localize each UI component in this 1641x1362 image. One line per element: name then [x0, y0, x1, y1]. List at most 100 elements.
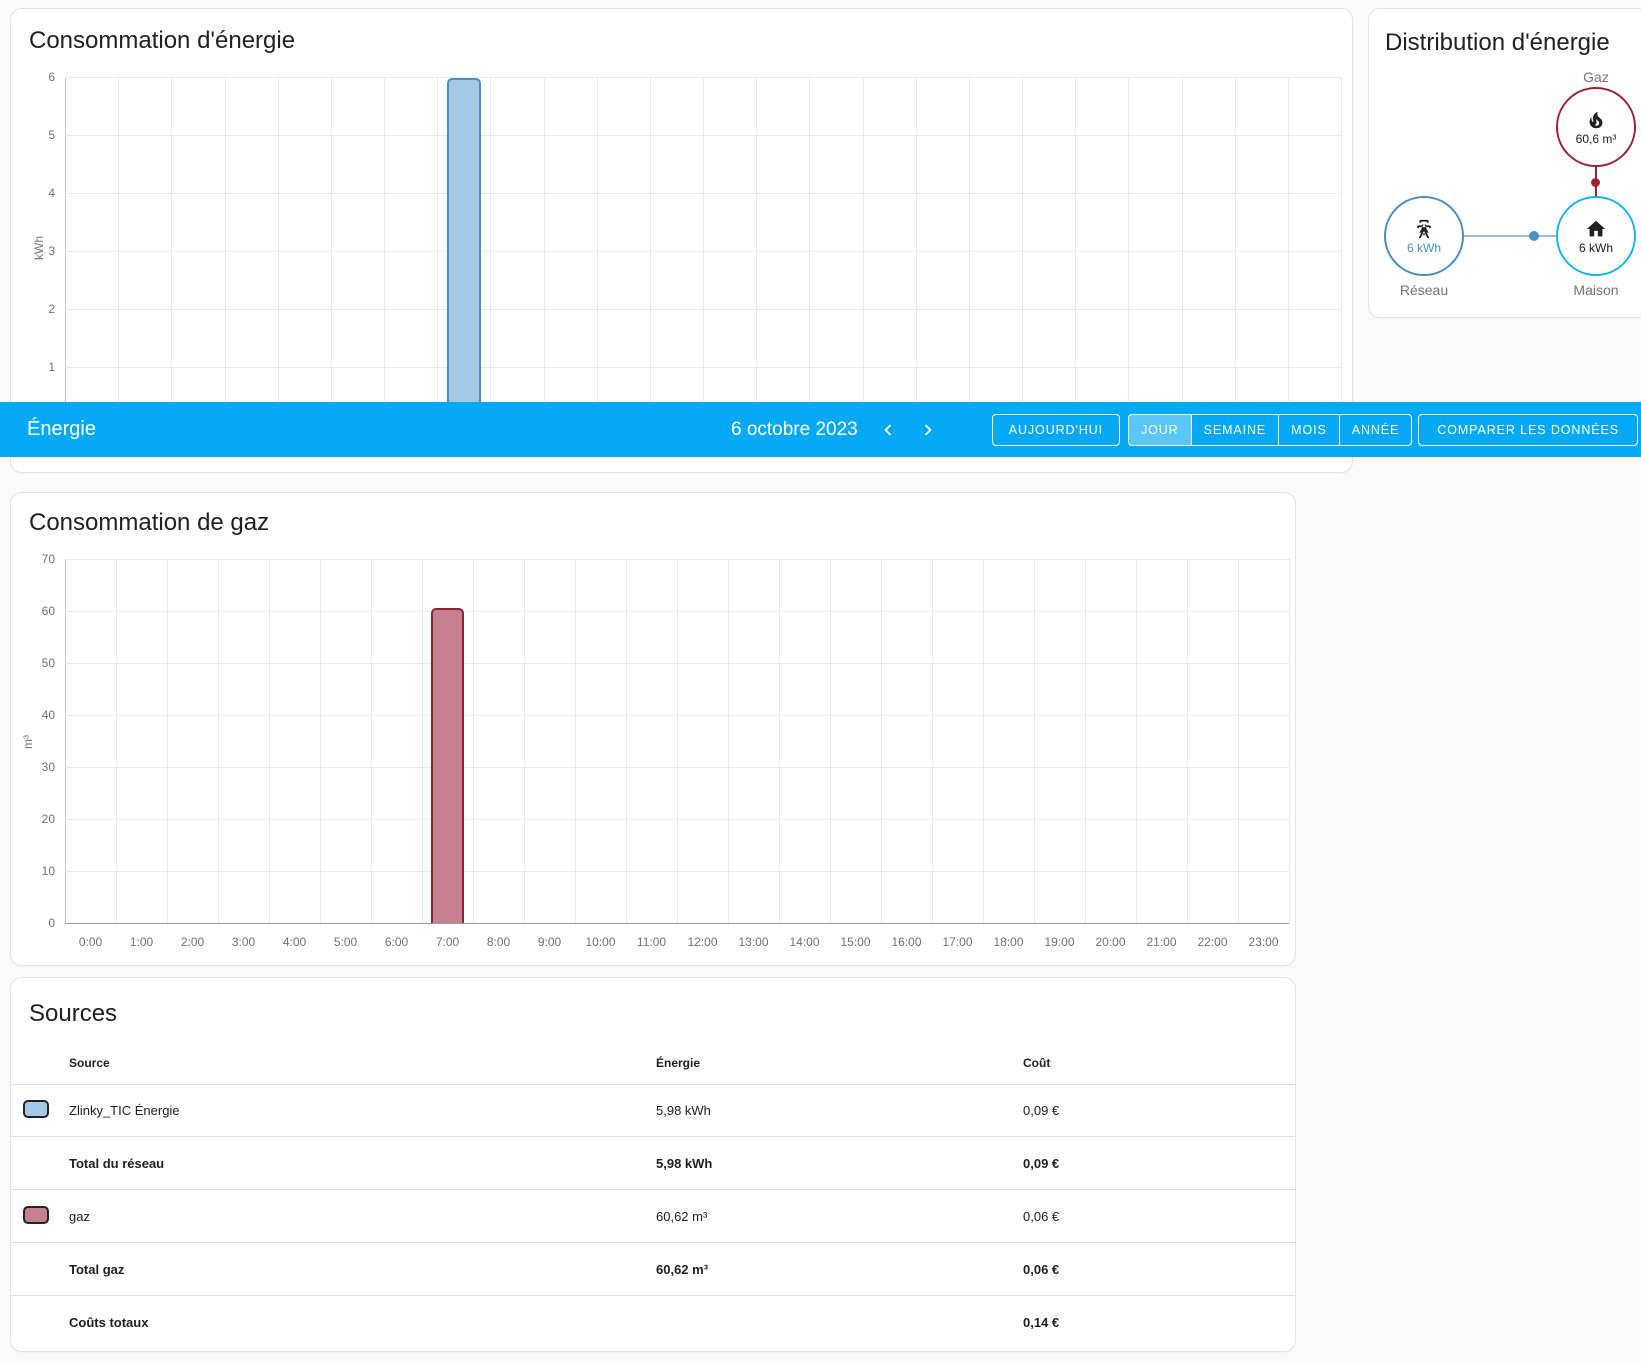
gridline-horizontal [65, 715, 1289, 716]
gridline-vertical [1289, 559, 1290, 923]
x-tick-label: 1:00 [129, 935, 154, 949]
gridline-vertical [830, 559, 831, 923]
compare-data-button[interactable]: COMPARER LES DONNÉES [1418, 413, 1638, 446]
grid-node-label: Réseau [1399, 282, 1449, 298]
gridline-vertical [473, 559, 474, 923]
red-series-swatch [23, 1206, 49, 1224]
y-tick-label: 40 [41, 708, 55, 722]
period-year-button[interactable]: ANNÉE [1338, 413, 1413, 446]
energy-y-axis-label: kWh [32, 236, 46, 260]
gridline-vertical [422, 559, 423, 923]
x-tick-label: 11:00 [636, 935, 667, 949]
gridline-vertical [524, 559, 525, 923]
x-tick-label: 14:00 [789, 935, 820, 949]
gas-node-label: Gaz [1583, 69, 1609, 85]
gas-node: 60,6 m³ [1556, 87, 1636, 167]
gridline-vertical [1187, 559, 1188, 923]
table-row: Total gaz 60,62 m³ 0,06 € [11, 1243, 1295, 1296]
row-source-label: Total gaz [69, 1262, 125, 1277]
period-week-button[interactable]: SEMAINE [1190, 413, 1279, 446]
header-cost: Coût [1023, 1056, 1051, 1070]
gas-flow-dot [1591, 178, 1600, 187]
gridline-horizontal [65, 367, 1341, 368]
gridline-vertical [1085, 559, 1086, 923]
period-day-button[interactable]: JOUR [1127, 413, 1191, 446]
distribution-title: Distribution d'énergie [1385, 29, 1610, 56]
row-cost-value: 0,09 € [1023, 1103, 1060, 1118]
y-tick-label: 4 [48, 186, 55, 200]
grid-flow-line [1462, 235, 1558, 237]
grid-node: 6 kWh [1384, 196, 1464, 276]
x-tick-label: 3:00 [231, 935, 256, 949]
y-tick-label: 30 [41, 760, 55, 774]
energy-chart-plot: 0123456 [48, 70, 1342, 432]
row-energy-value: 60,62 m³ [656, 1262, 709, 1277]
x-tick-label: 16:00 [891, 935, 922, 949]
row-cost-value: 0,06 € [1023, 1209, 1060, 1224]
home-node: 6 kWh [1556, 196, 1636, 276]
y-tick-label: 1 [48, 360, 55, 374]
gridline-vertical [1136, 559, 1137, 923]
previous-date-button[interactable] [868, 410, 908, 450]
x-tick-label: 10:00 [585, 935, 616, 949]
gridline-horizontal [65, 663, 1289, 664]
gridline-horizontal [65, 923, 1289, 924]
selected-date: 6 octobre 2023 [730, 418, 858, 440]
header-source: Source [69, 1056, 110, 1070]
y-tick-label: 3 [48, 244, 55, 258]
gridline-vertical [167, 559, 168, 923]
y-tick-label: 10 [41, 864, 55, 878]
y-tick-label: 50 [41, 656, 55, 670]
gridline-vertical [1238, 559, 1239, 923]
table-row: Total du réseau 5,98 kWh 0,09 € [11, 1137, 1295, 1190]
gridline-vertical [728, 559, 729, 923]
x-tick-label: 7:00 [435, 935, 460, 949]
sources-title: Sources [29, 1000, 118, 1027]
energy-chart-title: Consommation d'énergie [29, 27, 296, 54]
gridline-vertical [218, 559, 219, 923]
row-source-label: Total du réseau [69, 1156, 165, 1171]
row-energy-value: 5,98 kWh [656, 1156, 713, 1171]
gas-consumption-card: Consommation de gaz m³ 0 10 20 30 40 50 60 70 0:… [10, 492, 1296, 966]
bar-7:00[interactable] [446, 78, 481, 425]
row-source-label: gaz [69, 1209, 90, 1224]
y-tick-label: 60 [41, 604, 55, 618]
x-tick-label: 22:00 [1197, 935, 1228, 949]
table-row: Zlinky_TIC Énergie 5,98 kWh 0,09 € [11, 1084, 1295, 1137]
y-tick-label: 6 [48, 70, 55, 84]
y-tick-label: 70 [41, 552, 55, 566]
y-tick-label: 20 [41, 812, 55, 826]
period-month-button[interactable]: MOIS [1278, 413, 1339, 446]
table-row: Coûts totaux 0,14 € [11, 1296, 1295, 1348]
gridline-vertical [575, 559, 576, 923]
next-date-button[interactable] [908, 410, 948, 450]
gridline-vertical [983, 559, 984, 923]
gridline-horizontal [65, 767, 1289, 768]
gridline-horizontal [65, 135, 1341, 136]
gridline-vertical [65, 559, 66, 923]
y-tick-label: 0 [48, 916, 55, 930]
x-tick-label: 17:00 [942, 935, 973, 949]
gridline-vertical [1034, 559, 1035, 923]
gridline-vertical [677, 559, 678, 923]
x-tick-label: 13:00 [738, 935, 769, 949]
today-button[interactable]: AUJOURD'HUI [991, 413, 1120, 446]
y-tick-label: 5 [48, 128, 55, 142]
gridline-horizontal [65, 309, 1341, 310]
gridline-vertical [779, 559, 780, 923]
x-tick-label: 18:00 [993, 935, 1024, 949]
gridline-horizontal [65, 251, 1341, 252]
x-tick-label: 8:00 [486, 935, 511, 949]
row-source-label: Zlinky_TIC Énergie [69, 1103, 180, 1118]
sources-table-body: Zlinky_TIC Énergie 5,98 kWh 0,09 € Total du… [11, 1084, 1295, 1348]
x-tick-label: 5:00 [333, 935, 358, 949]
page-title: Énergie [27, 418, 96, 440]
home-icon [1586, 220, 1606, 236]
table-row: gaz 60,62 m³ 0,06 € [11, 1190, 1295, 1243]
bar-7:00[interactable] [431, 607, 464, 923]
gridline-horizontal [65, 77, 1341, 78]
gridline-horizontal [65, 611, 1289, 612]
x-tick-label: 19:00 [1044, 935, 1075, 949]
gridline-vertical [881, 559, 882, 923]
